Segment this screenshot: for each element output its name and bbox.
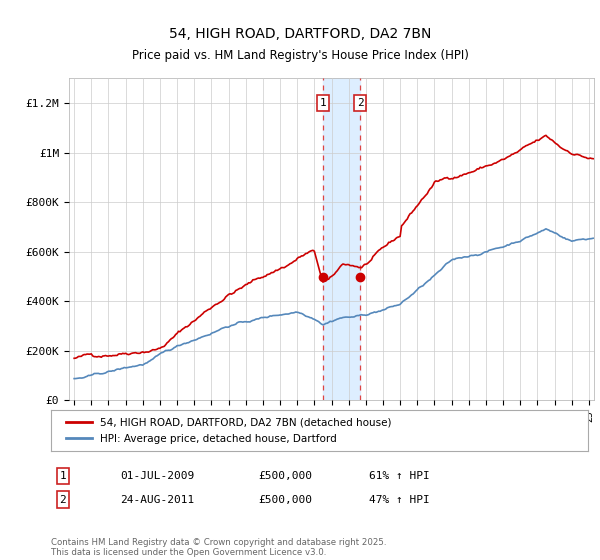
Text: £500,000: £500,000 <box>258 494 312 505</box>
Text: 01-JUL-2009: 01-JUL-2009 <box>120 471 194 481</box>
Text: £500,000: £500,000 <box>258 471 312 481</box>
Text: 1: 1 <box>59 471 67 481</box>
Text: 61% ↑ HPI: 61% ↑ HPI <box>369 471 430 481</box>
Legend: 54, HIGH ROAD, DARTFORD, DA2 7BN (detached house), HPI: Average price, detached : 54, HIGH ROAD, DARTFORD, DA2 7BN (detach… <box>62 413 396 448</box>
Text: 2: 2 <box>59 494 67 505</box>
Text: 2: 2 <box>357 98 364 108</box>
Text: 47% ↑ HPI: 47% ↑ HPI <box>369 494 430 505</box>
Text: Price paid vs. HM Land Registry's House Price Index (HPI): Price paid vs. HM Land Registry's House … <box>131 49 469 63</box>
Text: 1: 1 <box>320 98 326 108</box>
Text: 24-AUG-2011: 24-AUG-2011 <box>120 494 194 505</box>
Text: 54, HIGH ROAD, DARTFORD, DA2 7BN: 54, HIGH ROAD, DARTFORD, DA2 7BN <box>169 27 431 41</box>
Bar <box>323 78 360 400</box>
Text: Contains HM Land Registry data © Crown copyright and database right 2025.
This d: Contains HM Land Registry data © Crown c… <box>51 538 386 557</box>
